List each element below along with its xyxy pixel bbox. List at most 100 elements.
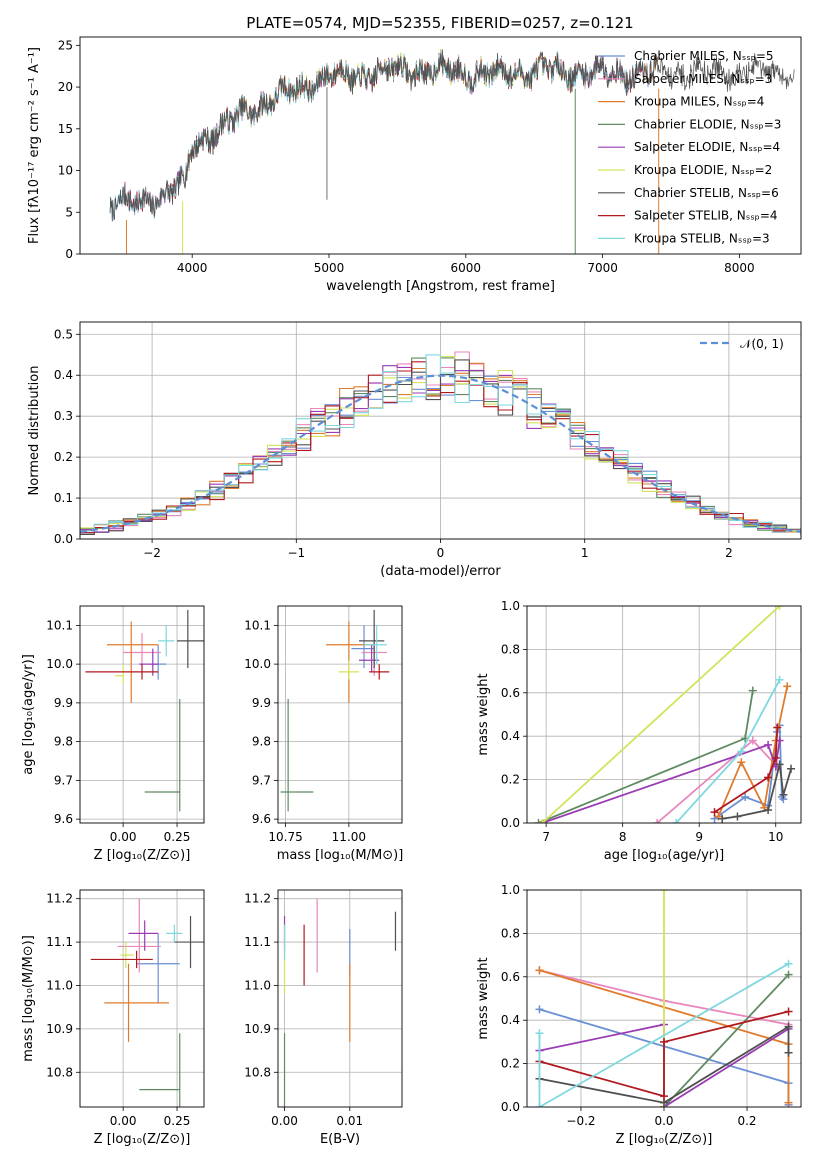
legend-label: Kroupa STELIB, Nₛₛₚ=3 <box>634 231 770 245</box>
spectrum-panel: 4000 5000 6000 7000 8000 0 5 10 15 20 25 wavelength… <box>27 14 802 294</box>
weight-marker <box>784 1048 793 1057</box>
x-tick-label: 8000 <box>724 261 755 275</box>
axes-frame <box>79 36 802 255</box>
weight-marker <box>748 686 757 695</box>
errorbar-point <box>364 625 387 665</box>
y-tick-label: 0.1 <box>54 491 73 505</box>
y-tick-label: 10 <box>58 164 73 178</box>
weight-series <box>542 740 781 823</box>
normal-curve <box>80 374 801 533</box>
x-tick-label: 2 <box>725 546 733 560</box>
spectrum-plot-area <box>109 49 795 254</box>
legend-label: Kroupa MILES, Nₛₛₚ=4 <box>634 95 764 109</box>
weight-marker <box>764 805 773 814</box>
weight-marker <box>784 1007 793 1016</box>
x-tick-label: 0.00 <box>110 830 137 844</box>
x-tick-label: 7 <box>542 830 550 844</box>
weight-marker <box>535 1029 544 1038</box>
weight-marker <box>771 753 780 762</box>
spectrum-line <box>180 49 576 189</box>
y-tick-label: 0.2 <box>54 450 73 464</box>
weight-marker <box>787 764 796 773</box>
age_vs_mass-plot-area <box>280 609 390 812</box>
weight-marker <box>764 773 773 782</box>
errorbar-point <box>128 920 159 951</box>
x-tick-label: 1 <box>581 546 589 560</box>
axes-frame <box>526 889 802 1108</box>
x-tick-label: 7000 <box>587 261 618 275</box>
age_vs_mass-panel: 10.75 11.00 9.6 9.7 9.8 9.9 10.0 10.1 mass [log₁… <box>244 605 404 863</box>
y-tick-label: 9.6 <box>54 812 73 826</box>
x-tick-label: −1 <box>287 546 305 560</box>
y-tick-label: 20 <box>58 80 73 94</box>
weight-marker <box>534 819 543 823</box>
y-tick-label: 0 <box>65 247 73 261</box>
weight-marker <box>710 808 719 817</box>
spectrum-line <box>109 49 795 222</box>
y-tick-label: 10.9 <box>244 1022 271 1036</box>
legend-label: Salpeter ELODIE, Nₛₛₚ=4 <box>634 140 780 154</box>
x-tick-label: −0.2 <box>566 1114 595 1128</box>
weight-series <box>538 963 789 1107</box>
mass_vs_ebv-plot-area <box>283 898 397 1107</box>
weight-marker <box>535 1005 544 1014</box>
y-tick-label: 9.7 <box>252 773 271 787</box>
weight-series <box>538 690 754 823</box>
residuals-panel: −2 −1 0 1 2 0.0 0.1 0.2 0.3 0.4 0.5 (data-model)/er… <box>27 321 802 579</box>
weight-marker <box>775 675 784 684</box>
weight-marker <box>737 758 746 767</box>
x-tick-label: 10 <box>768 830 783 844</box>
errorbar-point <box>123 633 161 665</box>
errorbar-point <box>280 699 314 812</box>
mass_weight_vs_age-plot-area <box>534 606 796 823</box>
y-axis-label: mass [log₁₀(M/M⊙)] <box>21 935 36 1062</box>
weight-marker <box>764 740 773 749</box>
y-tick-label: 1.0 <box>501 883 520 897</box>
x-tick-label: 6000 <box>451 261 482 275</box>
errorbar-point <box>174 916 204 969</box>
y-tick-label: 10.1 <box>244 618 271 632</box>
y-axis-label: Normed distribution <box>27 366 42 496</box>
y-tick-label: 0.4 <box>54 368 73 382</box>
y-tick-label: 9.8 <box>252 735 271 749</box>
y-tick-label: 10.9 <box>46 1022 73 1036</box>
x-tick-label: 0.0 <box>654 1114 673 1128</box>
y-tick-label: 11.0 <box>46 978 73 992</box>
y-tick-label: 0.2 <box>501 1057 520 1071</box>
y-tick-label: 5 <box>65 205 73 219</box>
y-tick-label: 0.6 <box>501 686 520 700</box>
x-axis-label: Z [log₁₀(Z/Z⊙)] <box>94 848 191 863</box>
x-tick-label: −2 <box>143 546 161 560</box>
errorbar-point <box>144 699 181 812</box>
legend: Chabrier MILES, Nₛₛₚ=5 Salpeter MILES, Nₛ… <box>598 49 781 245</box>
errorbar-point <box>358 644 380 672</box>
chart-title: PLATE=0574, MJD=52355, FIBERID=0257, z=0… <box>246 14 633 32</box>
errorbar-point <box>351 625 375 668</box>
y-tick-label: 0.2 <box>501 773 520 787</box>
y-tick-label: 11.2 <box>244 892 271 906</box>
x-tick-label: 0.01 <box>336 1114 363 1128</box>
axes-frame <box>79 605 205 824</box>
weight-marker <box>775 760 784 769</box>
y-tick-label: 0.8 <box>501 926 520 940</box>
x-axis-label: (data-model)/error <box>380 564 501 579</box>
y-tick-label: 0.4 <box>501 729 520 743</box>
axes-frame <box>277 605 403 824</box>
weight-marker <box>779 790 788 799</box>
y-tick-label: 0.0 <box>501 1100 520 1114</box>
x-tick-label: 4000 <box>177 261 208 275</box>
y-tick-label: 15 <box>58 122 73 136</box>
y-tick-label: 10.8 <box>244 1065 271 1079</box>
weight-marker <box>784 1098 793 1107</box>
y-tick-label: 0.8 <box>501 642 520 656</box>
legend-label: Kroupa ELODIE, Nₛₛₚ=2 <box>634 163 772 177</box>
mass_weight_vs_age-panel: 7 8 9 10 0.0 0.2 0.4 0.6 0.8 1.0 age [log₁₀(age/yr… <box>476 599 802 863</box>
x-axis-label: mass [log₁₀(M/M⊙)] <box>277 848 404 863</box>
weight-series <box>663 973 790 1107</box>
errorbar-point <box>326 621 375 703</box>
y-tick-label: 10.0 <box>244 657 271 671</box>
y-tick-label: 10.0 <box>46 657 73 671</box>
y-tick-label: 0.6 <box>501 970 520 984</box>
y-tick-label: 0.0 <box>501 816 520 830</box>
